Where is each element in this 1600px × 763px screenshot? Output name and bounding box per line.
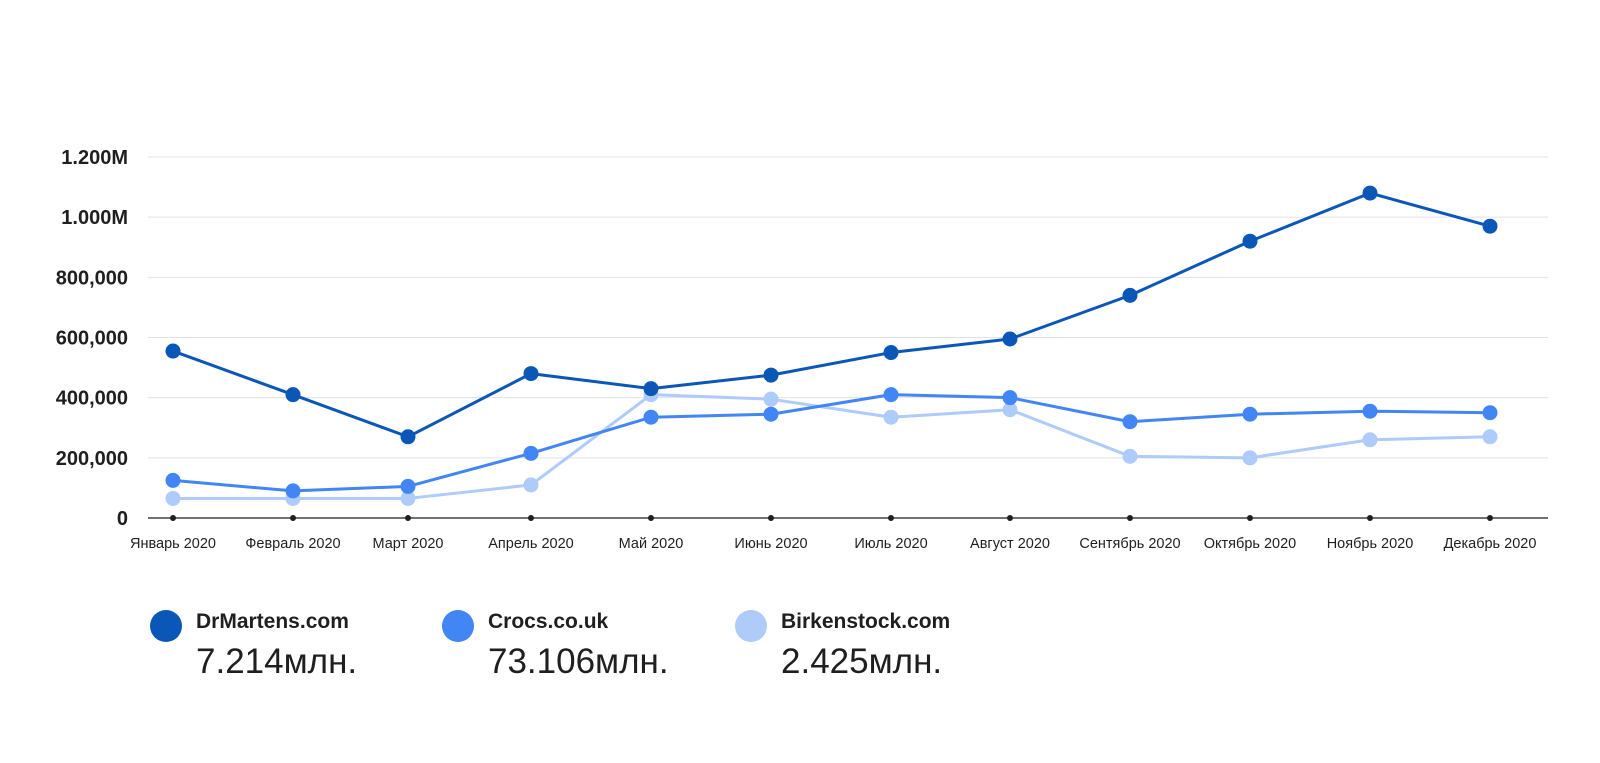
- y-tick-label: 1.200M: [61, 147, 128, 169]
- x-tick-mark: [290, 515, 296, 521]
- data-point: [523, 445, 539, 461]
- x-tick-mark: [1247, 515, 1253, 521]
- data-point: [165, 343, 181, 359]
- legend-total: 7.214млн.: [196, 642, 358, 681]
- x-tick-label: Октябрь 2020: [1204, 536, 1297, 552]
- data-point: [1002, 402, 1018, 418]
- x-tick-mark: [528, 515, 534, 521]
- legend: DrMartens.com 7.214млн. Crocs.co.uk 73.1…: [0, 598, 1600, 698]
- legend-total: 2.425млн.: [781, 642, 943, 681]
- data-point: [523, 366, 539, 382]
- data-point: [643, 409, 659, 425]
- data-point: [1482, 429, 1498, 445]
- series-line-2: [173, 393, 1491, 500]
- data-point: [285, 387, 301, 403]
- data-point: [883, 409, 899, 425]
- data-point: [1122, 448, 1138, 464]
- data-point: [523, 477, 539, 493]
- x-tick-label: Август 2020: [970, 536, 1050, 552]
- data-point: [883, 387, 899, 403]
- data-point: [1482, 218, 1498, 234]
- legend-dot-birkenstock: [735, 610, 767, 642]
- line-chart: 0 200,000 400,000 600,000 800,000 1.000M 1.200…: [56, 147, 1548, 552]
- x-tick-mark: [1487, 515, 1493, 521]
- x-tick-mark: [1007, 515, 1013, 521]
- data-point: [1122, 414, 1138, 430]
- data-point: [1242, 233, 1258, 249]
- data-point: [1242, 450, 1258, 466]
- x-tick-label: Июль 2020: [854, 536, 927, 552]
- data-point: [643, 381, 659, 397]
- data-point: [1362, 185, 1378, 201]
- x-tick-label: Январь 2020: [130, 536, 216, 552]
- y-tick-label: 1.000M: [61, 207, 128, 229]
- x-tick-label: Декабрь 2020: [1444, 536, 1537, 552]
- data-point: [1242, 406, 1258, 422]
- data-point: [883, 345, 899, 361]
- x-tick-label: Май 2020: [619, 536, 684, 552]
- y-tick-label: 400,000: [56, 388, 128, 410]
- data-point: [1482, 405, 1498, 421]
- data-point: [1122, 287, 1138, 303]
- x-tick-label: Июнь 2020: [734, 536, 807, 552]
- data-point: [285, 483, 301, 499]
- x-tick-mark: [648, 515, 654, 521]
- x-tick-mark: [405, 515, 411, 521]
- data-point: [400, 490, 416, 506]
- series-line-1: [172, 393, 1491, 493]
- legend-total: 73.106млн.: [488, 642, 669, 681]
- legend-dot-drmartens: [150, 610, 182, 642]
- y-tick-label: 600,000: [56, 328, 128, 350]
- x-tick-mark: [768, 515, 774, 521]
- x-tick-label: Апрель 2020: [488, 536, 573, 552]
- data-point: [1002, 390, 1018, 406]
- legend-dot-crocs: [442, 610, 474, 642]
- data-point: [1362, 403, 1378, 419]
- data-point: [1362, 432, 1378, 448]
- data-point: [400, 478, 416, 494]
- series-line-0: [172, 191, 1491, 439]
- y-tick-label: 0: [117, 508, 128, 530]
- data-point: [165, 490, 181, 506]
- data-point: [400, 429, 416, 445]
- x-tick-mark: [888, 515, 894, 521]
- x-tick-label: Сентябрь 2020: [1079, 536, 1180, 552]
- x-tick-mark: [170, 515, 176, 521]
- data-point: [1002, 331, 1018, 347]
- y-tick-label: 800,000: [56, 267, 128, 289]
- data-point: [763, 406, 779, 422]
- x-tick-label: Март 2020: [373, 536, 444, 552]
- legend-name: DrMartens.com: [196, 610, 349, 633]
- x-tick-label: Февраль 2020: [245, 536, 340, 552]
- x-tick-mark: [1367, 515, 1373, 521]
- legend-name: Birkenstock.com: [781, 610, 951, 633]
- data-point: [763, 391, 779, 407]
- y-tick-label: 200,000: [56, 448, 128, 470]
- data-point: [763, 367, 779, 383]
- data-point: [165, 472, 181, 488]
- legend-name: Crocs.co.uk: [488, 610, 609, 633]
- x-tick-label: Ноябрь 2020: [1327, 536, 1414, 552]
- x-tick-mark: [1127, 515, 1133, 521]
